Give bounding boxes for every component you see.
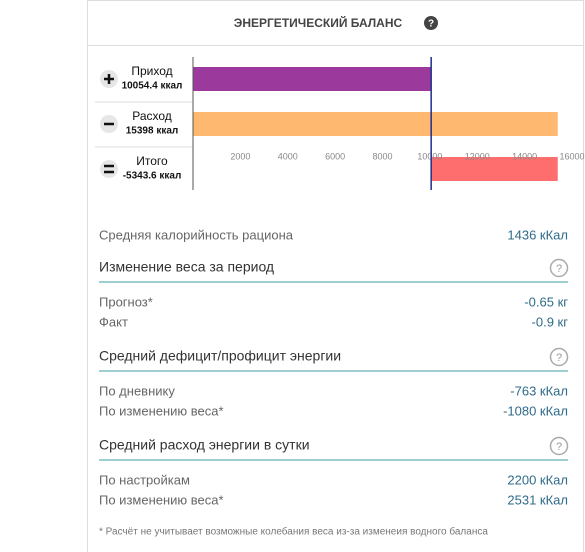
row-label: Факт [99,314,128,329]
row-value: -763 кКал [510,383,568,398]
row-value: -0.65 кг [524,294,568,309]
section-help-icon[interactable]: ? [549,347,569,367]
section-title: Изменение веса за период [99,259,274,275]
section-help-icon[interactable]: ? [549,258,569,278]
bar [431,157,558,181]
row-value-label: 15398 ккал [126,126,179,137]
help-circle [549,258,569,278]
row-value-label: 10054.4 ккал [122,81,183,92]
help-mark: ? [556,352,562,364]
x-tick-label: 16000 [559,151,584,161]
row-label: Расход [132,109,172,123]
help-circle [549,436,569,456]
row-label: Прогноз* [99,294,153,309]
help-mark: ? [556,441,562,453]
svg-text:?: ? [428,19,434,30]
row-label: Итого [136,154,168,168]
row-icon-symbol [104,164,114,174]
help-icon[interactable]: ? [424,16,438,30]
summary-value: 1436 кКал [507,227,568,242]
summary-label: Средняя калорийность рациона [99,227,294,242]
help-mark: ? [556,263,562,275]
row-label: По дневнику [99,383,175,398]
x-tick-label: 14000 [512,151,537,161]
help-circle [549,347,569,367]
x-tick-label: 2000 [230,151,250,161]
sections: Изменение веса за период ? Прогноз* -0.65 к… [99,258,569,507]
row-label: По изменению веса* [99,403,224,418]
bar [193,112,558,136]
x-tick-label: 4000 [278,151,298,161]
row-value: 2200 кКал [507,472,568,487]
x-tick-label: 12000 [465,151,490,161]
row-value: -0.9 кг [532,314,569,329]
chart: Приход 10054.4 ккал Расход 15398 ккал Итого -… [95,57,585,190]
row-label: По настройкам [99,472,190,487]
x-tick-label: 10000 [417,151,442,161]
row-value: 2531 кКал [507,492,568,507]
row-icon [100,160,118,178]
row-value: -1080 кКал [503,403,568,418]
section-title: Средний расход энергии в сутки [99,437,310,453]
row-label: По изменению веса* [99,492,224,507]
panel-title: ЭНЕРГЕТИЧЕСКИЙ БАЛАНС [234,15,403,30]
section-title: Средний дефицит/профицит энергии [99,348,341,364]
footnote: * Расчёт не учитывает возможные колебани… [99,526,488,538]
bar [193,67,432,91]
x-tick-label: 6000 [325,151,345,161]
section-help-icon[interactable]: ? [549,436,569,456]
row-label: Приход [131,64,172,78]
x-tick-label: 8000 [372,151,392,161]
row-value-label: -5343.6 ккал [123,171,182,182]
row-icon-symbol [104,74,114,84]
